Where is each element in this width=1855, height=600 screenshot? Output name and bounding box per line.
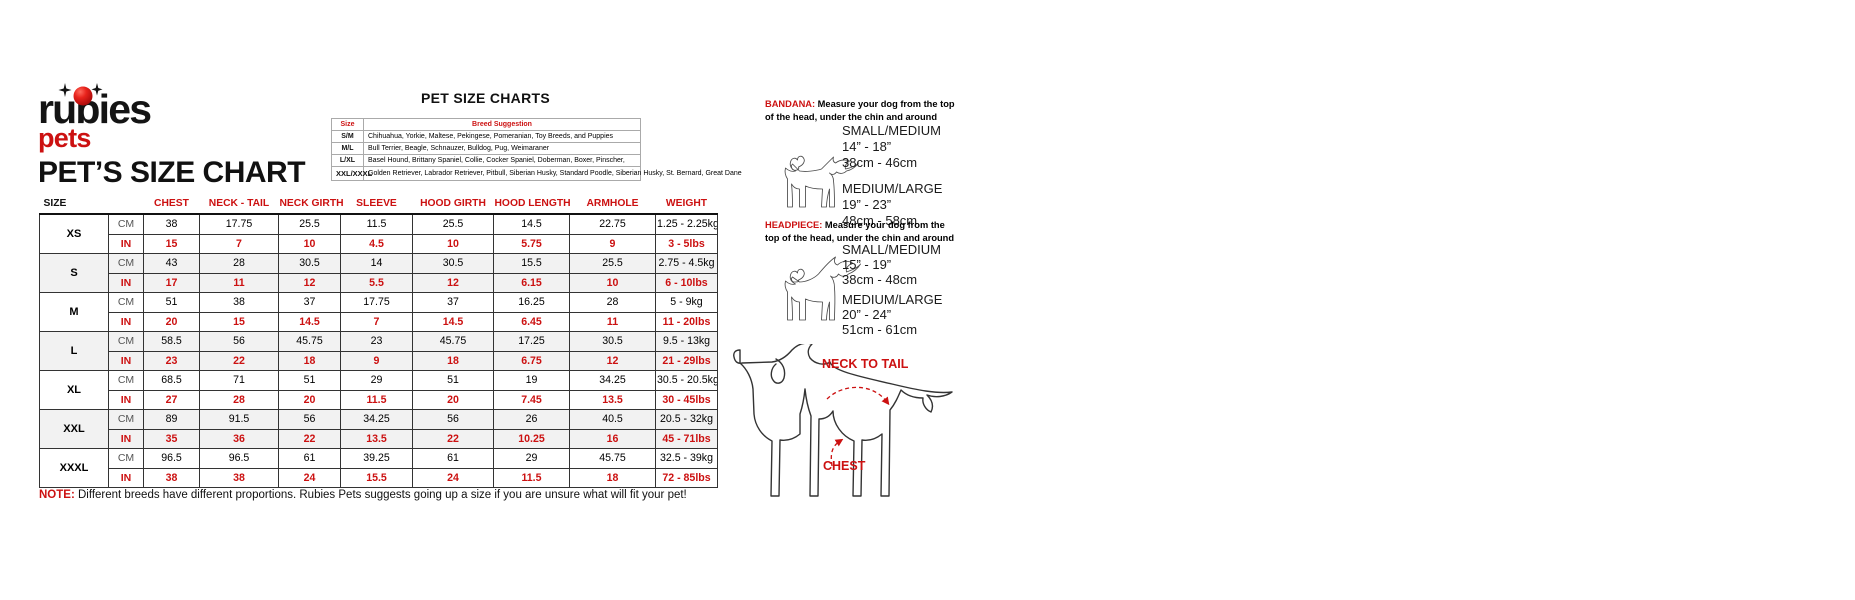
svg-text:pets: pets xyxy=(38,123,91,153)
